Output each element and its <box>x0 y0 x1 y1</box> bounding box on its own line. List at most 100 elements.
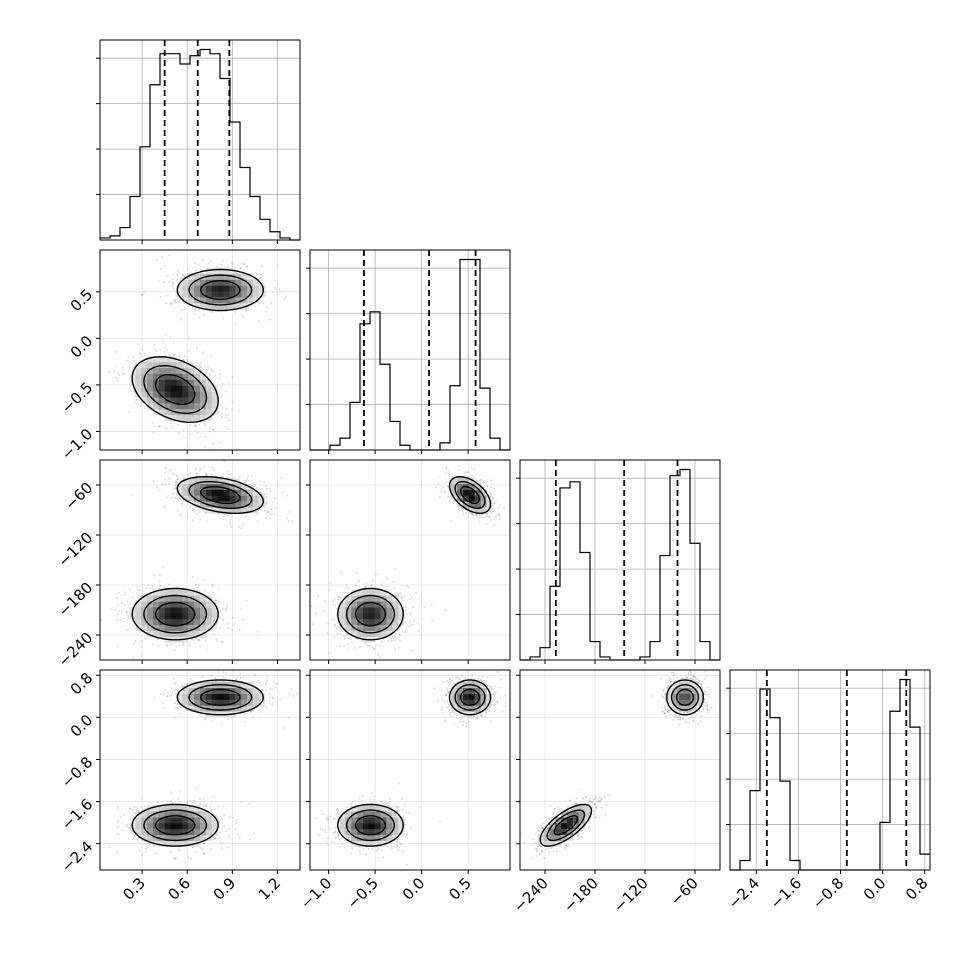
sample-point <box>198 316 201 319</box>
sample-point <box>140 797 143 800</box>
sample-point <box>337 595 340 598</box>
sample-point <box>204 423 207 426</box>
density-cell <box>158 612 166 620</box>
sample-point <box>140 655 143 657</box>
density-cell <box>457 483 464 490</box>
sample-point <box>160 255 163 258</box>
sample-point <box>411 623 413 626</box>
density-cell <box>170 595 177 602</box>
density-cell <box>194 630 201 637</box>
sample-point <box>274 288 277 291</box>
density-cell <box>247 297 254 304</box>
sample-point <box>221 415 224 418</box>
sample-point <box>177 797 180 800</box>
sample-point <box>194 424 196 427</box>
density-cell <box>374 589 381 596</box>
sample-point <box>225 416 228 419</box>
sample-point <box>173 473 175 475</box>
sample-point <box>182 643 185 645</box>
sample-point <box>210 473 213 476</box>
sample-point <box>244 480 247 482</box>
sample-point <box>291 520 293 523</box>
density-cell <box>152 367 160 374</box>
sample-point <box>129 385 132 388</box>
density-cell <box>368 624 376 631</box>
density-cell <box>211 279 219 286</box>
sample-point <box>181 474 184 477</box>
density-cell <box>194 302 201 310</box>
contour-line <box>200 486 241 504</box>
density-cell <box>357 612 364 620</box>
density-cell <box>247 507 254 514</box>
density-cell <box>211 489 219 496</box>
density-cell <box>147 355 154 363</box>
density-cell <box>194 373 201 380</box>
sample-point <box>160 267 163 270</box>
density-cell <box>351 618 358 626</box>
sample-point <box>376 643 379 646</box>
sample-point <box>221 617 224 620</box>
sample-point <box>265 487 268 490</box>
sample-point <box>184 274 186 276</box>
density-cell <box>170 624 177 631</box>
density-cell <box>170 589 177 596</box>
density-cell <box>200 624 207 631</box>
sample-point <box>151 584 154 587</box>
sample-point <box>199 365 202 368</box>
sample-point <box>489 491 492 494</box>
density-cell <box>147 612 154 620</box>
density-cell <box>188 612 195 620</box>
sample-point <box>173 299 176 301</box>
sample-point <box>122 620 125 623</box>
sample-point <box>230 526 232 528</box>
sample-point <box>222 317 225 320</box>
sample-point <box>156 638 159 641</box>
sample-point <box>186 802 189 804</box>
sample-point <box>139 630 142 633</box>
density-cell <box>386 618 393 626</box>
contour-line <box>154 601 196 627</box>
sample-point <box>279 477 282 480</box>
sample-point <box>195 467 198 470</box>
sample-point <box>210 466 213 469</box>
sample-point <box>128 410 131 413</box>
density-cell <box>158 391 166 398</box>
sample-point <box>412 606 415 608</box>
sample-point <box>246 478 249 480</box>
sample-point <box>211 585 214 587</box>
sample-point <box>380 584 383 587</box>
sample-point <box>238 526 241 528</box>
sample-point <box>241 524 244 526</box>
sample-point <box>203 510 205 513</box>
sample-point <box>171 278 174 281</box>
density-cell <box>247 279 254 286</box>
sample-point <box>126 629 129 632</box>
density-cell <box>188 624 195 631</box>
sample-point <box>181 504 183 506</box>
sample-point <box>197 639 200 642</box>
sample-point <box>186 267 189 270</box>
sample-point <box>357 579 360 582</box>
sample-point <box>469 517 472 519</box>
sample-point <box>171 492 174 495</box>
sample-point <box>194 583 197 586</box>
sample-point <box>328 652 330 654</box>
sample-point <box>164 483 167 485</box>
sample-point <box>219 377 222 380</box>
density-cell <box>182 589 189 596</box>
density-cell <box>386 607 393 614</box>
sample-point <box>281 290 284 293</box>
density-cell <box>194 483 201 490</box>
sample-point <box>415 591 417 594</box>
sample-point <box>472 514 475 516</box>
sample-point <box>250 475 253 477</box>
sample-point <box>205 473 208 476</box>
sample-point <box>411 649 413 652</box>
density-cell <box>147 361 154 369</box>
sample-point <box>116 597 118 600</box>
density-cell <box>152 391 160 398</box>
density-cell <box>229 285 236 292</box>
sample-point <box>400 596 403 599</box>
sample-point <box>341 591 344 594</box>
